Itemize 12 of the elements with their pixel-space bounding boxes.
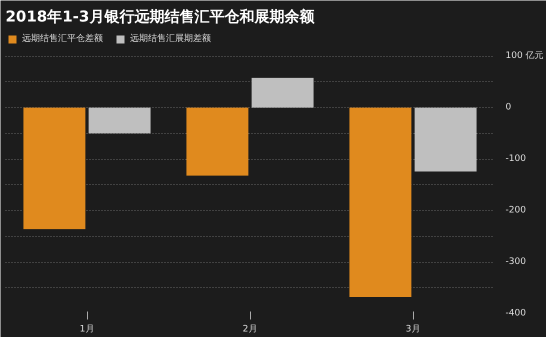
chart-title: 2018年1-3月银行远期结售汇平仓和展期余额 xyxy=(6,8,316,26)
legend-label: 远期结售汇展期差额 xyxy=(130,32,211,45)
y-tick-label: -300 xyxy=(506,257,526,268)
legend-label: 远期结售汇平仓差额 xyxy=(22,32,103,45)
y-tick-label: 0 xyxy=(506,102,512,113)
x-tick-label: 2月 xyxy=(242,324,258,334)
y-tick-label: -100 xyxy=(506,154,526,164)
x-tick-label: 3月 xyxy=(406,324,420,334)
y-tick-label: -400 xyxy=(506,308,526,318)
y-tick-label: 100 亿元 xyxy=(506,50,544,62)
x-tick-label: 1月 xyxy=(80,324,94,334)
y-tick-label: -200 xyxy=(506,206,526,216)
